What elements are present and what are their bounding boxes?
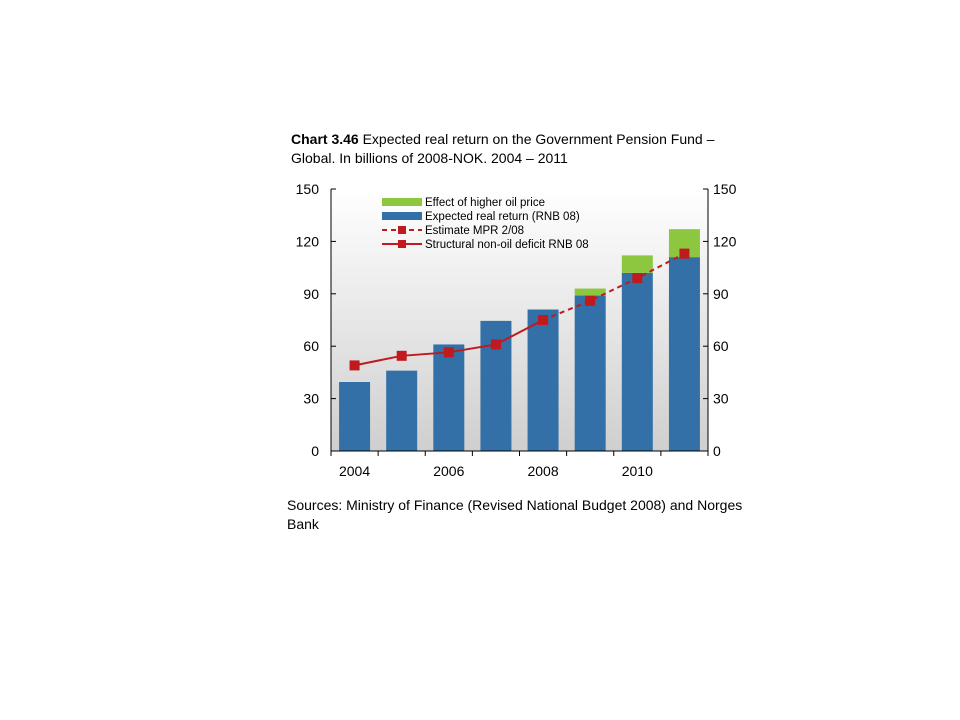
bar-expected-return-2005 [386,370,418,451]
bar-expected-return-2004 [339,382,371,451]
structural-deficit-point-2006 [443,347,454,358]
bar-expected-return-2009 [574,295,606,451]
chart-title: Chart 3.46 Expected real return on the G… [291,130,751,168]
estimate-mpr-point-2010 [632,273,643,284]
legend: Effect of higher oil price Expected real … [382,197,589,251]
x-tick-label-2008: 2008 [527,463,558,479]
bar-oil-effect-2010 [621,255,653,273]
y-tick-label-right-150: 150 [713,181,737,197]
legend-label-2: Estimate MPR 2/08 [425,225,524,237]
bar-expected-return-2008 [527,309,559,451]
x-tick-label-2004: 2004 [339,463,370,479]
lines-layer [349,248,690,371]
y-tick-label-left-120: 120 [296,233,320,249]
estimate-mpr-point-2009 [585,295,596,306]
y-tick-label-left-150: 150 [296,181,320,197]
bar-expected-return-2011 [668,257,700,451]
chart-title-text: Expected real return on the Government P… [291,131,715,166]
axes-layer: 0 0 30 30 60 60 90 90 120 120 150 150 2004 2006 2008 20… [296,181,737,479]
bar-oil-effect-2009 [574,288,606,296]
structural-deficit-point-2005 [396,350,407,361]
y-tick-label-left-30: 30 [303,391,319,407]
x-tick-label-2010: 2010 [622,463,653,479]
source-note: Sources: Ministry of Finance (Revised Na… [287,497,743,532]
estimate-mpr-line [542,252,685,321]
y-tick-label-right-60: 60 [713,338,729,354]
bar-expected-return-2010 [621,272,653,451]
y-tick-label-right-90: 90 [713,286,729,302]
structural-deficit-point-2004 [349,360,360,371]
estimate-mpr-point-2011 [679,248,690,259]
legend-label-0: Effect of higher oil price [425,197,545,209]
y-tick-label-right-120: 120 [713,233,737,249]
legend-marker-2 [398,226,406,234]
y-tick-label-left-0: 0 [311,443,319,459]
y-tick-label-left-60: 60 [303,338,319,354]
bar-expected-return-2006 [433,344,465,451]
x-tick-label-2006: 2006 [433,463,464,479]
structural-deficit-point-2008 [538,315,549,325]
y-tick-label-left-90: 90 [303,286,319,302]
legend-swatch-1 [382,212,422,220]
y-tick-label-right-30: 30 [713,391,729,407]
structural-deficit-point-2007 [490,339,501,350]
chart-number: Chart 3.46 [291,131,359,147]
legend-label-3: Structural non-oil deficit RNB 08 [425,239,589,251]
y-tick-label-right-0: 0 [713,443,721,459]
legend-marker-3 [398,240,406,248]
legend-label-1: Expected real return (RNB 08) [425,211,580,223]
bars-layer [339,229,700,451]
legend-swatch-0 [382,198,422,206]
